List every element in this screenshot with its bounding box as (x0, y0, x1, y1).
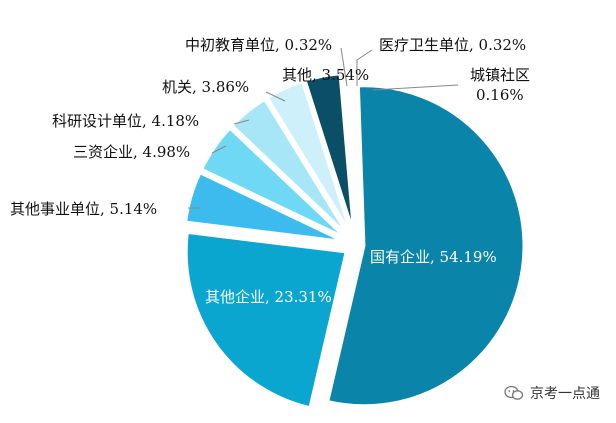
slice-label-7: 中初教育单位, 0.32% (185, 36, 332, 54)
wechat-icon (504, 385, 524, 400)
leader-line-8 (356, 49, 373, 86)
watermark: 京考一点通 (504, 383, 600, 403)
leaders-layer (188, 47, 459, 209)
slice-label-9: 城镇社区 0.16% (470, 66, 530, 104)
pie-slice-1 (184, 230, 349, 410)
pie-slice-2 (184, 170, 346, 244)
pie-slice-5 (265, 79, 353, 235)
slice-label-6: 其他, 3.54% (282, 66, 369, 84)
slice-label-5: 机关, 3.86% (162, 78, 249, 96)
slice-label-8: 医疗卫生单位, 0.32% (379, 36, 526, 54)
slice-label-0: 国有企业, 54.19% (370, 248, 497, 266)
pie-slice-4 (230, 97, 350, 237)
watermark-text: 京考一点通 (530, 386, 600, 402)
leader-line-3 (211, 145, 227, 154)
slice-label-4: 科研设计单位, 4.18% (52, 112, 199, 130)
leader-line-7 (340, 47, 348, 87)
leader-line-4 (233, 119, 250, 125)
leader-line-9 (372, 84, 459, 91)
pie-slice-9 (346, 71, 358, 234)
leader-line-5 (265, 91, 286, 102)
labels-layer: 国有企业, 54.19% 其他企业, 23.31% 其他事业单位, 5.14% 三资企… (10, 36, 530, 306)
slices-layer (184, 71, 526, 410)
slice-label-1: 其他企业, 23.31% (205, 288, 332, 306)
slice-label-2: 其他事业单位, 5.14% (10, 200, 157, 218)
pie-slice-0 (325, 84, 526, 408)
pie-slice-3 (199, 126, 348, 240)
slice-label-3: 三资企业, 4.98% (73, 143, 190, 161)
